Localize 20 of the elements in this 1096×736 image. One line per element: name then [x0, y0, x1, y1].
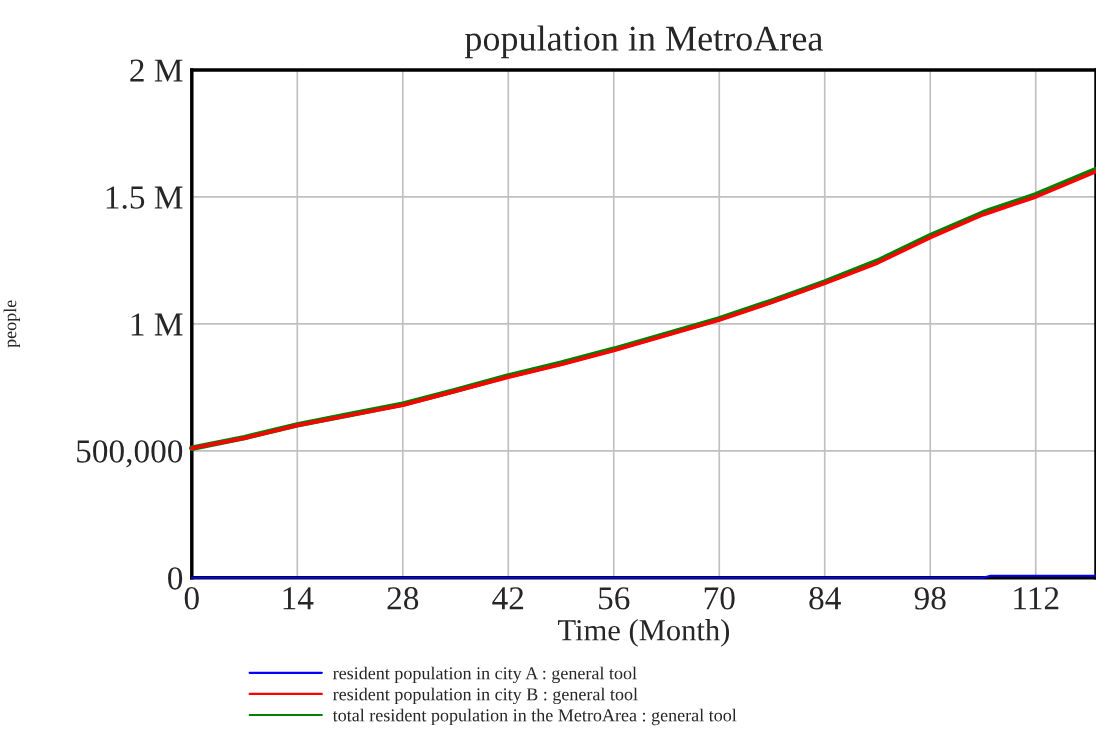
y-tick-label: 1 M	[131, 313, 183, 336]
x-axis-title: Time (Month)	[558, 619, 730, 647]
legend-label: resident population in city A : general tool	[333, 666, 637, 684]
x-tick-label: 42	[492, 587, 524, 610]
x-tick-label: 98	[914, 587, 946, 610]
y-tick-label: 2 M	[130, 59, 183, 82]
y-axis-title: people	[3, 300, 20, 348]
y-tick-label: 0	[168, 567, 183, 590]
x-tick-label: 70	[704, 587, 735, 610]
legend-label: total resident population in the MetroArea : general tool	[332, 708, 737, 726]
x-tick-label: 84	[809, 587, 841, 610]
x-tick-label: 0	[184, 587, 199, 610]
y-tick-label: 500,000	[77, 440, 183, 468]
x-tick-label: 28	[387, 587, 419, 610]
x-tick-label: 56	[599, 587, 630, 610]
x-tick-label: 112	[1014, 587, 1059, 610]
y-tick-label: 1.5 M	[106, 186, 183, 209]
chart-title: population in MetroArea	[464, 25, 823, 59]
legend-label: resident population in city B : general tool	[333, 687, 638, 705]
x-tick-label: 14	[283, 587, 314, 610]
